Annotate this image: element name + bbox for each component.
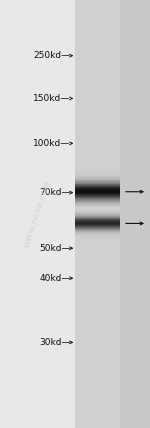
Text: 50kd—: 50kd— bbox=[39, 244, 70, 253]
Bar bbox=[75, 189, 120, 190]
Bar bbox=[75, 178, 120, 179]
Text: 150kd—: 150kd— bbox=[33, 94, 70, 103]
Bar bbox=[75, 217, 120, 218]
Bar bbox=[75, 169, 120, 170]
Bar bbox=[75, 218, 120, 219]
Text: 100kd—: 100kd— bbox=[33, 139, 70, 148]
Bar bbox=[75, 199, 120, 200]
Bar bbox=[75, 180, 120, 181]
Bar bbox=[75, 0, 120, 428]
Bar bbox=[75, 191, 120, 192]
Bar bbox=[75, 175, 120, 176]
Bar bbox=[75, 172, 120, 173]
Text: WWW.PGAB.COM: WWW.PGAB.COM bbox=[24, 180, 51, 248]
Bar bbox=[75, 194, 120, 195]
Bar bbox=[75, 200, 120, 201]
Bar bbox=[75, 228, 120, 229]
Bar bbox=[75, 210, 120, 211]
Bar bbox=[75, 202, 120, 203]
Bar bbox=[75, 182, 120, 183]
Bar bbox=[75, 203, 120, 204]
Bar bbox=[75, 233, 120, 234]
Bar bbox=[75, 224, 120, 225]
Bar bbox=[75, 198, 120, 199]
Bar bbox=[75, 209, 120, 210]
Bar bbox=[75, 193, 120, 194]
Bar bbox=[75, 226, 120, 227]
Text: 40kd—: 40kd— bbox=[39, 273, 70, 283]
Bar bbox=[75, 207, 120, 208]
Bar bbox=[75, 238, 120, 239]
Bar bbox=[75, 212, 120, 213]
Bar bbox=[75, 227, 120, 228]
Bar bbox=[75, 212, 120, 213]
Bar bbox=[75, 177, 120, 178]
Bar bbox=[75, 214, 120, 215]
Bar bbox=[75, 176, 120, 177]
Bar bbox=[75, 235, 120, 236]
Bar bbox=[75, 186, 120, 187]
Text: 30kd—: 30kd— bbox=[39, 338, 70, 347]
Text: 70kd—: 70kd— bbox=[39, 188, 70, 197]
Bar bbox=[75, 208, 120, 209]
Bar bbox=[75, 195, 120, 196]
Text: 250kd—: 250kd— bbox=[33, 51, 70, 60]
Bar bbox=[75, 210, 120, 211]
Bar bbox=[75, 187, 120, 188]
Bar bbox=[75, 181, 120, 182]
Bar bbox=[75, 201, 120, 202]
Bar bbox=[75, 196, 120, 197]
Bar bbox=[75, 184, 120, 185]
Bar bbox=[75, 232, 120, 233]
Bar bbox=[75, 214, 120, 215]
Bar bbox=[75, 223, 120, 224]
Bar bbox=[75, 230, 120, 231]
Bar bbox=[75, 190, 120, 191]
Bar bbox=[75, 234, 120, 235]
Bar bbox=[75, 221, 120, 222]
Bar bbox=[75, 171, 120, 172]
Bar bbox=[75, 0, 150, 428]
Bar bbox=[75, 220, 120, 221]
Bar bbox=[75, 237, 120, 238]
Bar bbox=[75, 208, 120, 209]
Bar bbox=[75, 225, 120, 226]
Bar bbox=[75, 197, 120, 198]
Bar bbox=[75, 173, 120, 174]
Bar bbox=[75, 205, 120, 206]
Bar bbox=[75, 192, 120, 193]
Bar bbox=[75, 170, 120, 171]
Bar bbox=[75, 209, 120, 210]
Bar bbox=[75, 168, 120, 169]
Bar bbox=[75, 222, 120, 223]
Bar bbox=[75, 204, 120, 205]
Bar bbox=[75, 179, 120, 180]
Bar bbox=[75, 211, 120, 212]
Bar bbox=[75, 211, 120, 212]
Bar bbox=[75, 206, 120, 207]
Bar bbox=[75, 188, 120, 189]
Bar bbox=[75, 236, 120, 237]
Bar bbox=[75, 213, 120, 214]
Bar bbox=[75, 207, 120, 208]
Bar bbox=[75, 219, 120, 220]
Bar bbox=[75, 213, 120, 214]
Bar bbox=[75, 216, 120, 217]
Bar bbox=[75, 229, 120, 230]
Bar bbox=[75, 183, 120, 184]
Bar bbox=[75, 185, 120, 186]
Bar bbox=[75, 174, 120, 175]
Bar bbox=[75, 215, 120, 216]
Bar bbox=[75, 231, 120, 232]
